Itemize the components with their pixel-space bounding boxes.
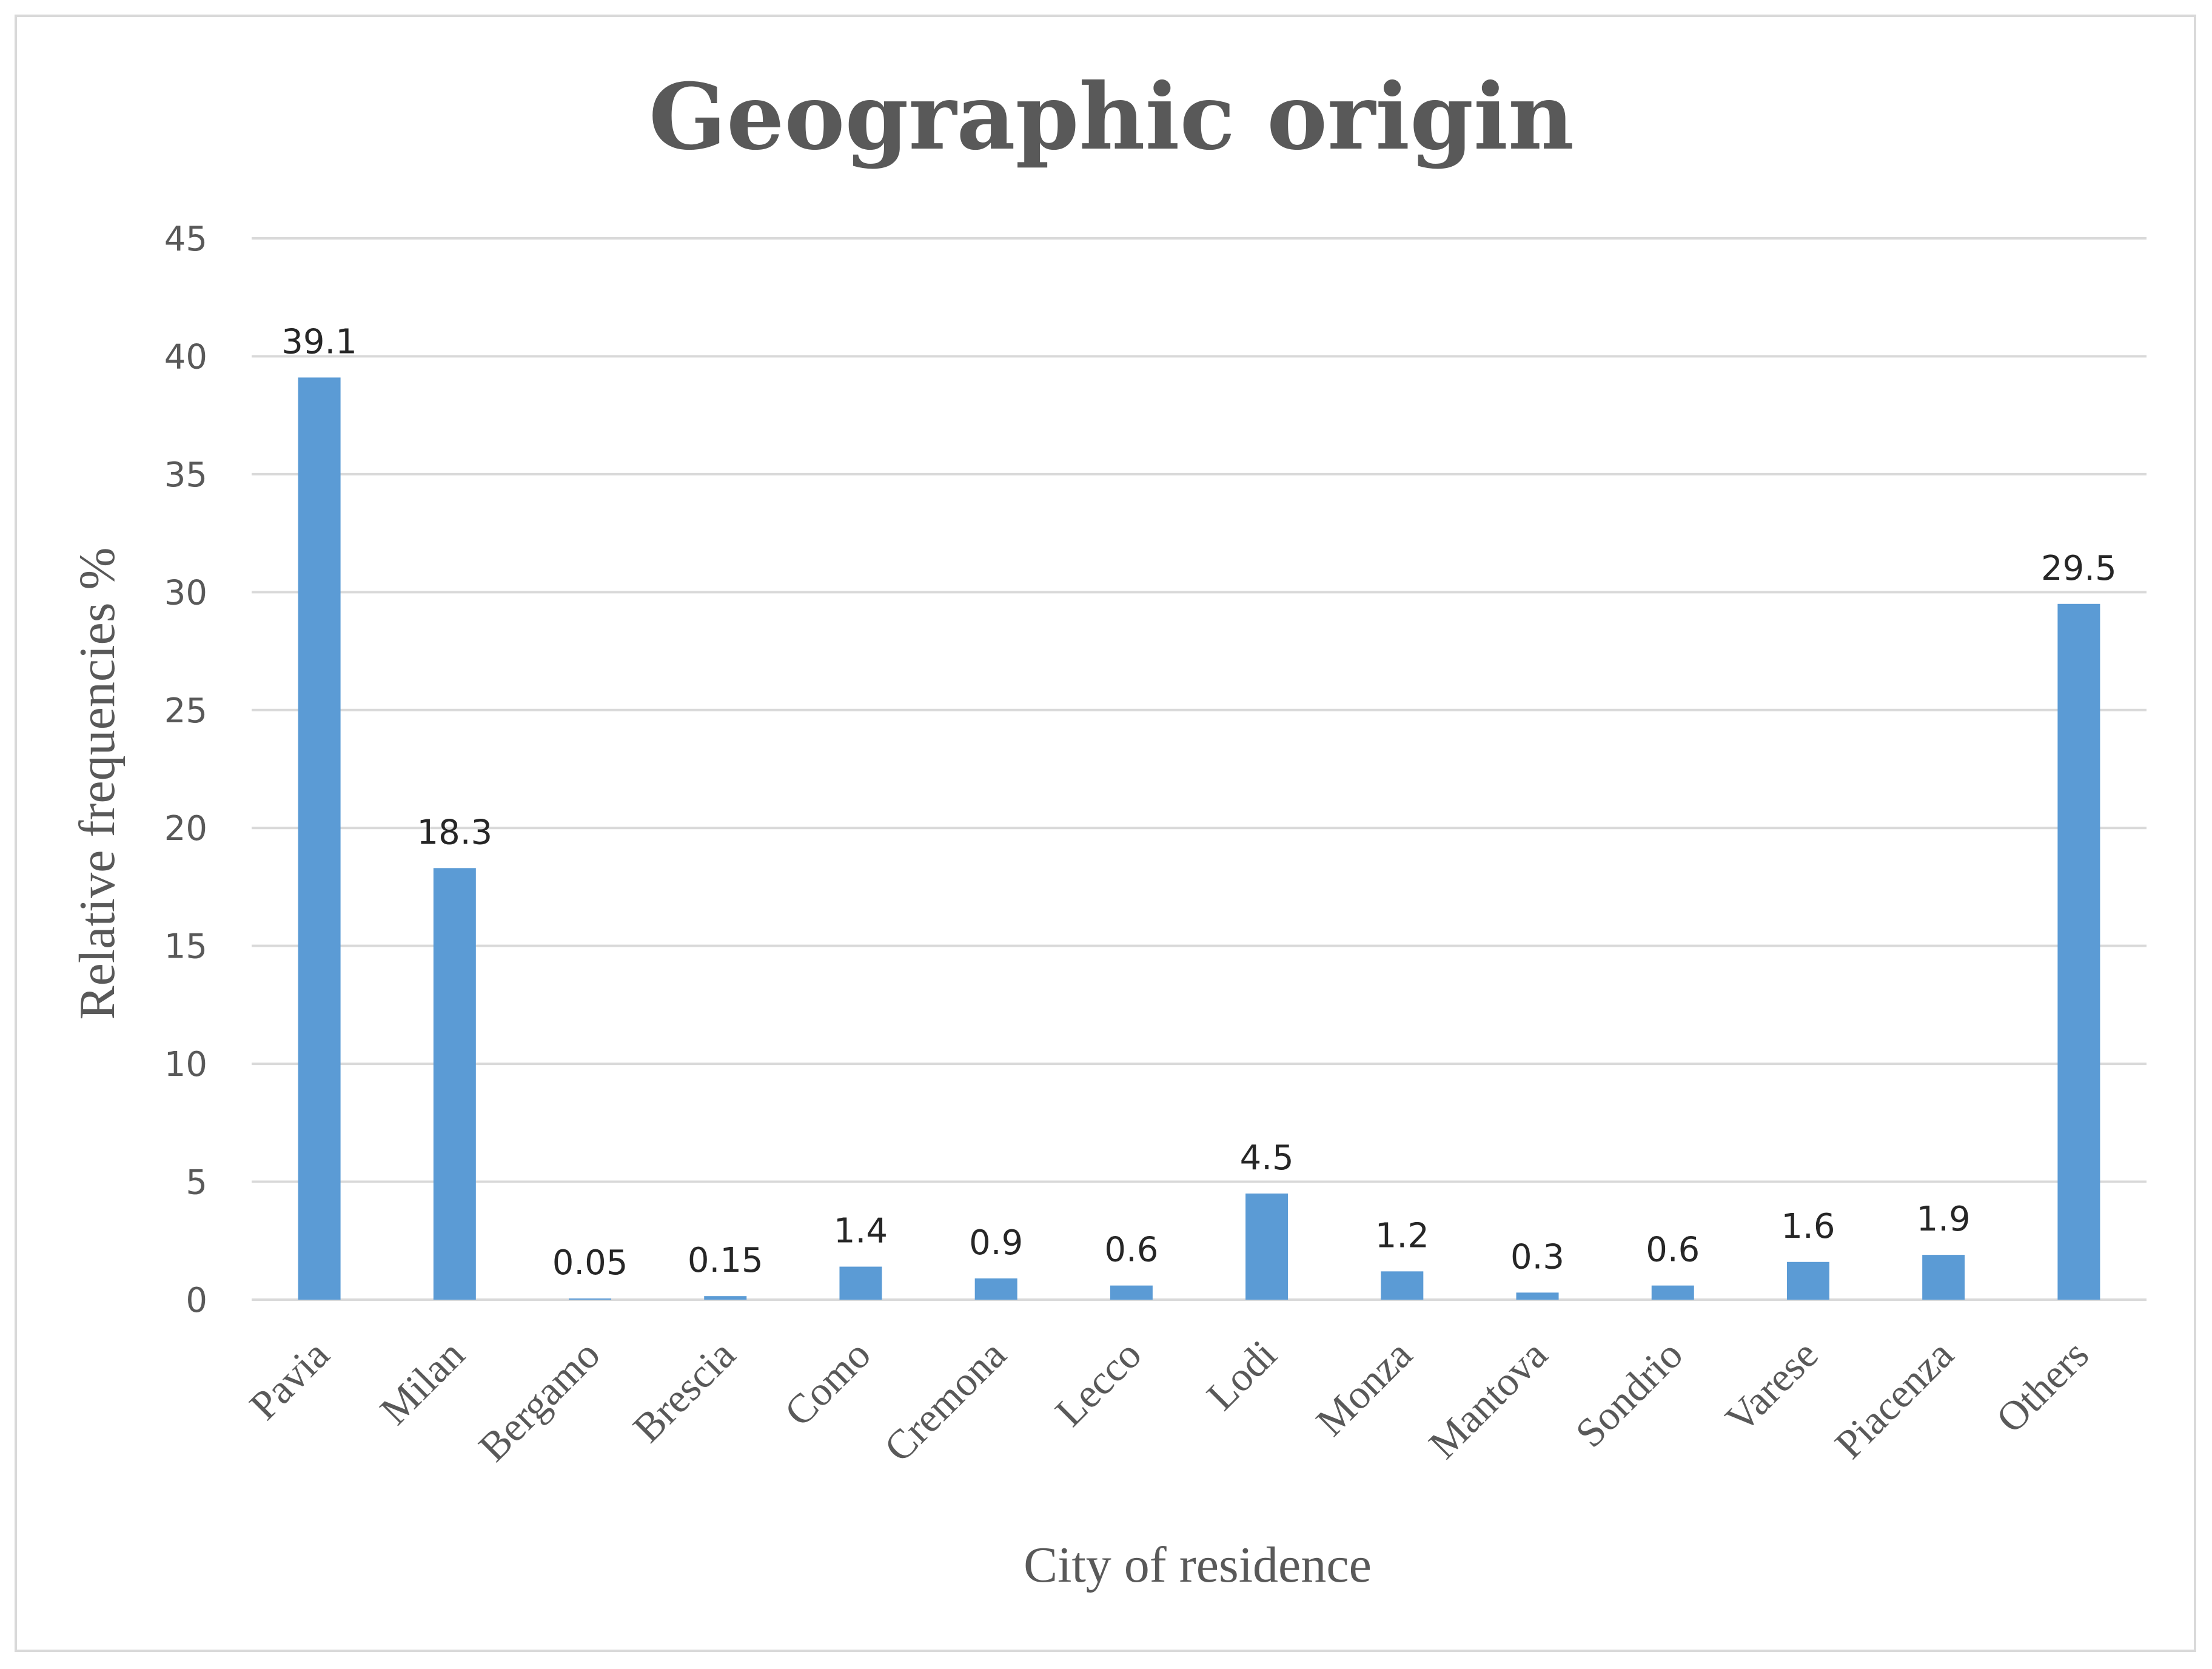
gridlines bbox=[252, 237, 2147, 1301]
x-tick-label: Brescia bbox=[624, 1331, 744, 1451]
x-tick-label: Milan bbox=[371, 1331, 474, 1434]
bar-lecco bbox=[1110, 1285, 1153, 1300]
bar-varese bbox=[1786, 1261, 1829, 1300]
y-tick-label: 25 bbox=[164, 691, 207, 731]
data-label: 4.5 bbox=[1240, 1138, 1294, 1178]
bar-brescia bbox=[704, 1296, 747, 1300]
bar-others bbox=[2057, 603, 2100, 1300]
y-tick-label: 0 bbox=[186, 1281, 207, 1320]
x-tick-label: Monza bbox=[1307, 1331, 1421, 1445]
x-tick-label: Others bbox=[1987, 1331, 2097, 1442]
y-tick-label: 45 bbox=[164, 220, 207, 259]
data-label: 1.4 bbox=[834, 1212, 888, 1251]
data-label: 1.6 bbox=[1781, 1207, 1835, 1246]
y-tick-label: 10 bbox=[164, 1045, 207, 1084]
y-axis-title: Relative frequencies % bbox=[69, 548, 126, 1020]
y-tick-label: 5 bbox=[186, 1163, 207, 1203]
bar-mantova bbox=[1516, 1292, 1559, 1300]
data-label: 39.1 bbox=[281, 322, 357, 361]
data-label: 0.3 bbox=[1510, 1237, 1564, 1277]
y-tick-label: 35 bbox=[164, 455, 207, 495]
data-label: 0.15 bbox=[688, 1241, 763, 1280]
chart-title: Geographic origin bbox=[649, 64, 1574, 170]
x-tick-label: Lodi bbox=[1198, 1331, 1285, 1419]
x-tick-label: Sondrio bbox=[1566, 1331, 1691, 1456]
y-tick-label: 30 bbox=[164, 573, 207, 613]
data-label: 29.5 bbox=[2041, 549, 2117, 588]
chart-frame bbox=[15, 15, 2196, 1652]
data-label: 0.9 bbox=[969, 1223, 1023, 1263]
data-label: 0.6 bbox=[1646, 1231, 1700, 1270]
bar-sondrio bbox=[1651, 1285, 1694, 1300]
x-tick-label: Bergamo bbox=[470, 1331, 609, 1470]
bar-lodi bbox=[1245, 1194, 1289, 1300]
x-tick-label: Piacenza bbox=[1826, 1331, 1962, 1468]
data-label: 0.6 bbox=[1104, 1231, 1158, 1270]
x-tick-label: Varese bbox=[1717, 1331, 1827, 1442]
bar-milan bbox=[433, 868, 476, 1300]
bars bbox=[298, 377, 2100, 1300]
y-tick-label: 40 bbox=[164, 337, 207, 377]
data-labels: 39.1 18.3 0.05 0.15 1.4 0.9 0.6 4.5 1.2 0.3 0.6 1.6… bbox=[281, 322, 2116, 1283]
x-tick-label: Lecco bbox=[1046, 1331, 1150, 1435]
y-axis-ticks: 0 5 10 15 20 25 30 35 40 45 bbox=[164, 220, 207, 1320]
bar-pavia bbox=[298, 377, 341, 1300]
bar-monza bbox=[1381, 1271, 1424, 1300]
data-label: 0.05 bbox=[552, 1243, 628, 1283]
x-tick-label: Como bbox=[776, 1331, 879, 1435]
x-tick-label: Pavia bbox=[241, 1331, 338, 1429]
x-tick-label: Cremona bbox=[875, 1331, 1014, 1471]
bar-piacenza bbox=[1922, 1255, 1965, 1300]
x-axis-title: City of residence bbox=[1024, 1537, 1372, 1593]
data-label: 1.2 bbox=[1375, 1216, 1429, 1255]
data-label: 18.3 bbox=[417, 813, 492, 852]
bar-bergamo bbox=[569, 1298, 612, 1300]
bar-cremona bbox=[974, 1278, 1017, 1300]
bar-como bbox=[839, 1266, 882, 1300]
data-label: 1.9 bbox=[1917, 1200, 1971, 1239]
y-tick-label: 15 bbox=[164, 927, 207, 967]
x-tick-label: Mantova bbox=[1419, 1331, 1556, 1468]
y-tick-label: 20 bbox=[164, 809, 207, 848]
